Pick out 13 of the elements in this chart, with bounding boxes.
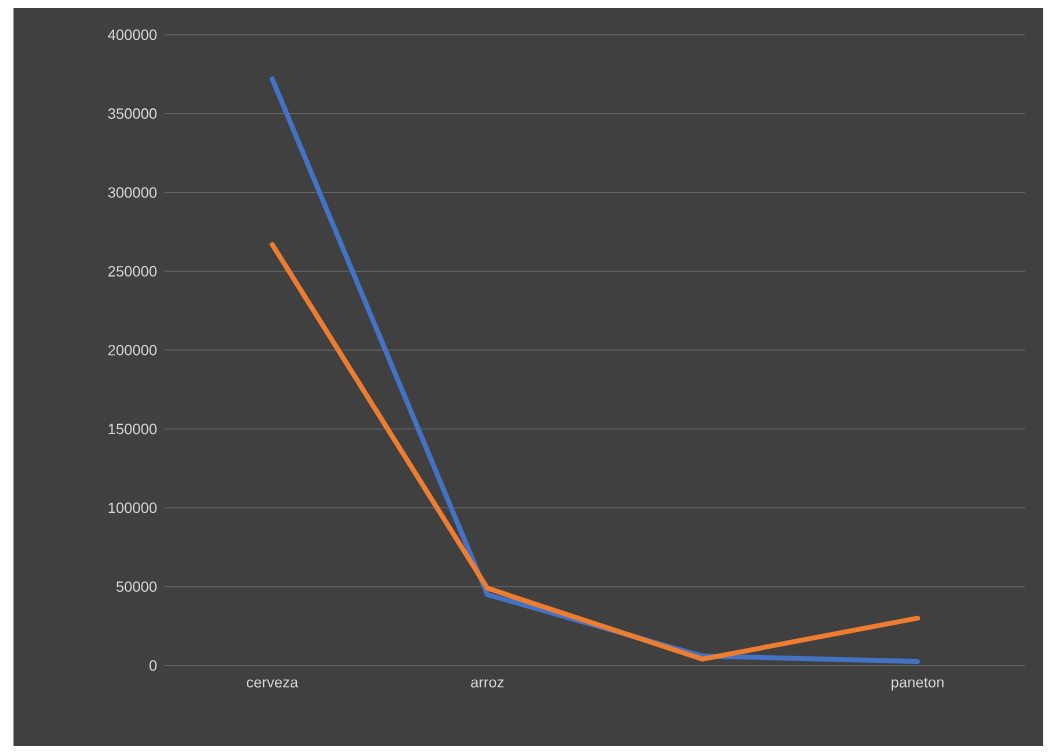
- x-tick-label: cerveza: [246, 679, 299, 688]
- y-tick-label: 100000: [108, 502, 157, 514]
- y-tick-label: 0: [149, 660, 157, 671]
- y-tick-label: 350000: [108, 108, 157, 119]
- x-tick-label: arroz: [471, 679, 504, 688]
- y-tick-label: 300000: [108, 187, 157, 198]
- y-tick-label: 150000: [108, 423, 157, 435]
- y-tick-label: 400000: [107, 29, 157, 41]
- y-tick-label: 250000: [108, 266, 157, 277]
- y-tick-label: 50000: [116, 581, 157, 592]
- line-series: [269, 242, 921, 662]
- x-tick-label: paneton: [891, 677, 944, 691]
- y-tick-label: 200000: [108, 344, 157, 356]
